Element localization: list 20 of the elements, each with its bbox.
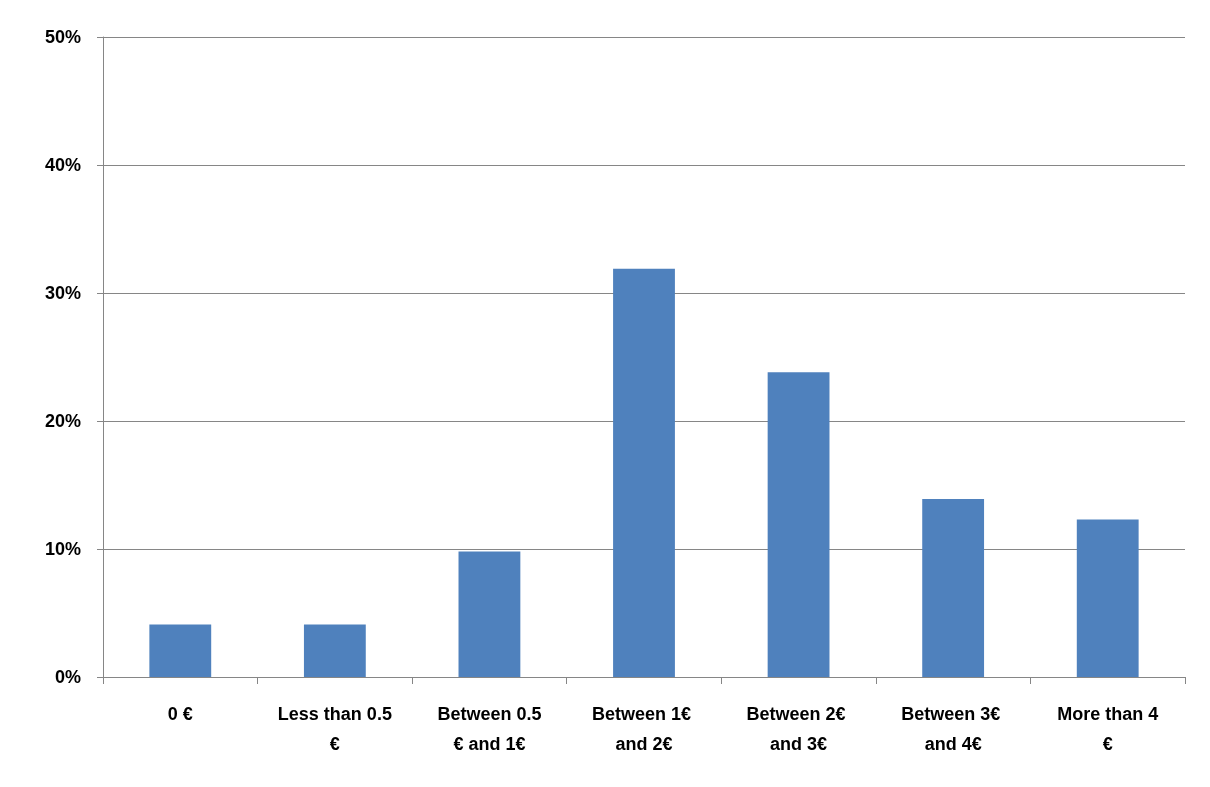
bar	[149, 624, 212, 677]
bar	[1076, 519, 1139, 677]
y-tick-label: 20%	[44, 411, 81, 431]
y-tick-label: 10%	[44, 539, 81, 559]
bar	[922, 499, 985, 677]
x-tick-label: Between 0.5€ and 1€	[437, 704, 542, 754]
bar	[458, 551, 521, 677]
y-tick-label: 0%	[54, 667, 81, 687]
y-tick-label: 40%	[44, 155, 81, 175]
bar	[767, 372, 830, 677]
x-tick-label: Between 2€ and 3€	[746, 704, 851, 754]
bar	[613, 268, 675, 677]
x-tick-label: Between 1€ and 2€	[591, 704, 697, 754]
x-tick-label: Less than 0.5€	[277, 704, 392, 754]
bar	[303, 624, 366, 677]
x-tick-label: More than 4€	[1057, 704, 1159, 754]
y-tick-label: 30%	[44, 283, 81, 303]
x-tick-label: Between 3€ and 4€	[901, 704, 1006, 754]
y-tick-label: 50%	[44, 27, 81, 47]
x-tick-label: 0 €	[167, 704, 193, 724]
